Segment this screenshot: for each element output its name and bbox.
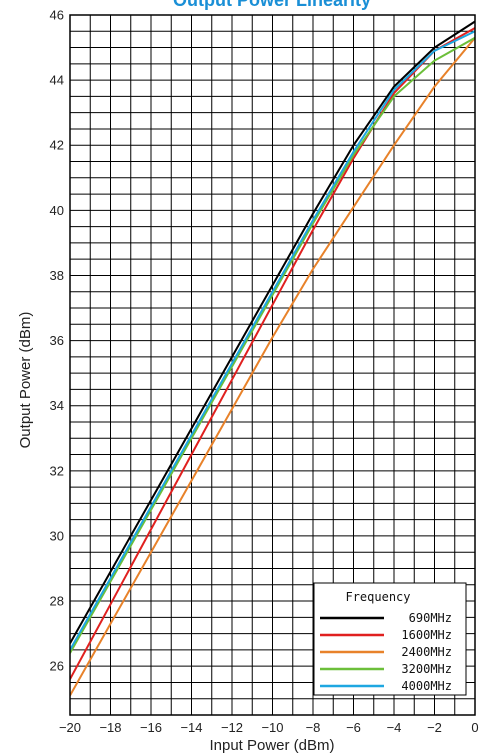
x-tick-label: −8: [306, 720, 321, 735]
y-tick-label: 36: [50, 333, 64, 348]
x-tick-label: −12: [221, 720, 243, 735]
legend-label: 1600MHz: [401, 628, 452, 642]
x-tick-label: −4: [387, 720, 402, 735]
y-tick-label: 40: [50, 203, 64, 218]
y-tick-label: 46: [50, 8, 64, 23]
legend-label: 2400MHz: [401, 645, 452, 659]
plot-frame: [69, 14, 476, 716]
legend-label: 690MHz: [409, 611, 452, 625]
y-tick-label: 26: [50, 659, 64, 674]
y-tick-label: 44: [50, 73, 64, 88]
series-line-690mhz: [70, 20, 475, 644]
chart-title: Output Power Linearity: [173, 0, 371, 10]
y-tick-label: 42: [50, 138, 64, 153]
x-tick-labels: −20 −18 −16 −14 −12 −10 −8 −6 −4 −2 0: [59, 720, 479, 735]
x-tick-label: −16: [140, 720, 162, 735]
y-axis-label: Output Power (dBm): [17, 312, 34, 449]
x-tick-label: −2: [427, 720, 442, 735]
x-tick-label: −14: [180, 720, 202, 735]
x-axis-label: Input Power (dBm): [209, 737, 334, 753]
legend-box: [313, 582, 467, 696]
y-tick-label: 34: [50, 398, 64, 413]
legend-label: 4000MHz: [401, 679, 452, 693]
series-line-4000mhz: [70, 30, 475, 651]
legend: Frequency 690MHz 1600MHz 2400MHz 3200MHz 400…: [313, 582, 467, 696]
legend-label: 3200MHz: [401, 662, 452, 676]
y-tick-label: 30: [50, 528, 64, 543]
series-line-3200mhz: [70, 36, 475, 654]
x-tick-label: −18: [99, 720, 121, 735]
x-tick-label: −10: [261, 720, 283, 735]
x-tick-label: 0: [471, 720, 478, 735]
y-tick-label: 32: [50, 463, 64, 478]
legend-title: Frequency: [345, 590, 410, 604]
y-tick-label: 38: [50, 268, 64, 283]
series-lines: [70, 20, 475, 696]
y-tick-labels: 26 28 30 32 34 36 38 40 42 44 46: [50, 8, 64, 674]
series-line-1600mhz: [70, 27, 475, 680]
x-tick-label: −20: [59, 720, 81, 735]
x-tick-label: −6: [346, 720, 361, 735]
series-line-2400mhz: [70, 37, 475, 696]
y-tick-label: 28: [50, 594, 64, 609]
